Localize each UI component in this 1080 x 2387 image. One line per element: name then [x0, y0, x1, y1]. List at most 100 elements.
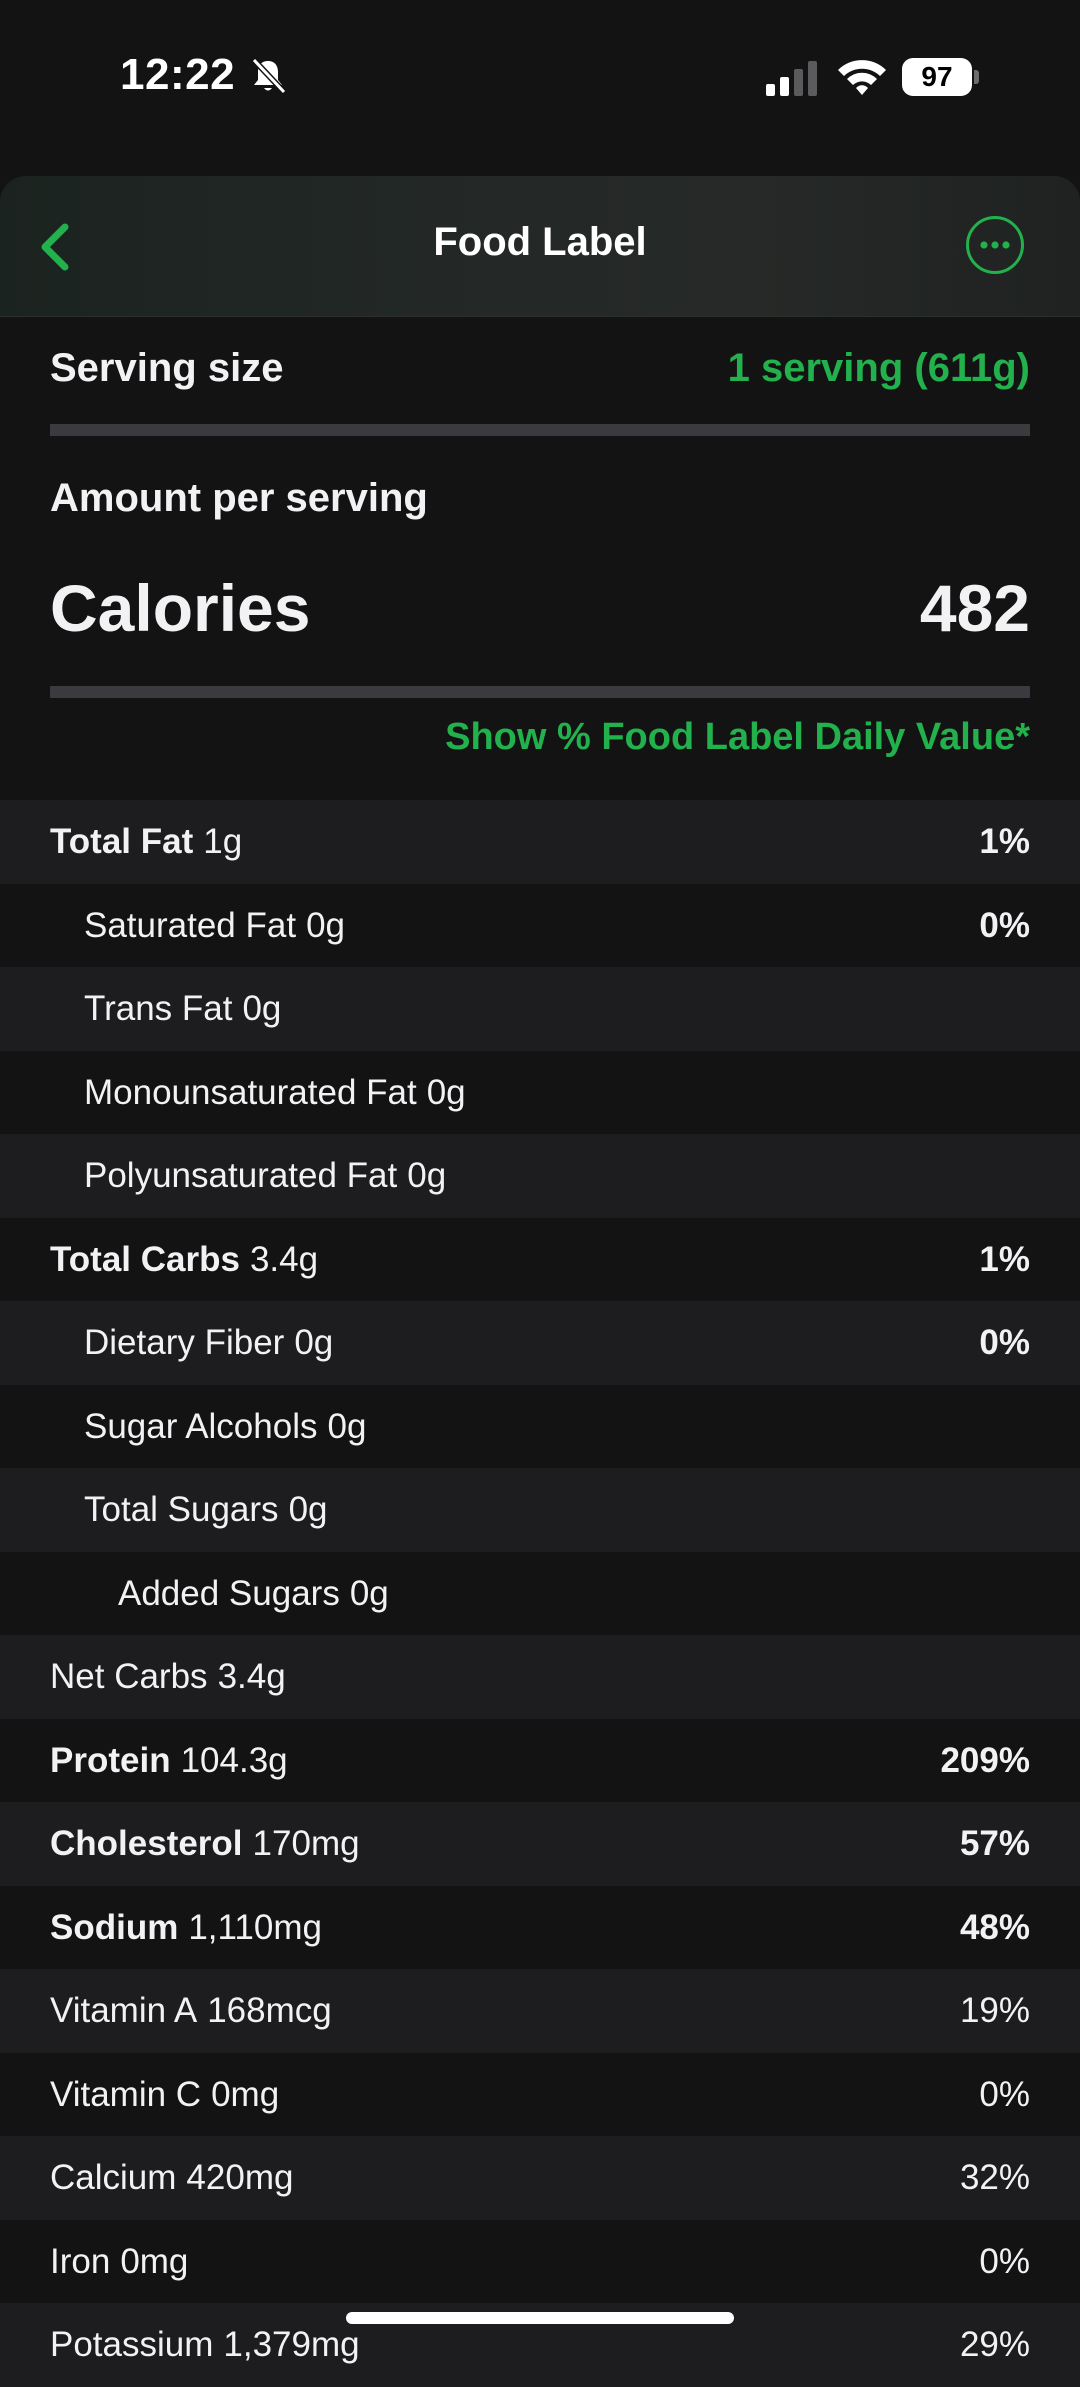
nutrient-row: Cholesterol 170mg 57% [0, 1802, 1080, 1886]
divider [50, 424, 1030, 436]
nutrient-amount: 1,110mg [188, 1907, 322, 1947]
nutrient-label: Total Carbs 3.4g [50, 1218, 318, 1302]
nutrient-daily-value: 0% [979, 1323, 1030, 1362]
nutrient-label: Protein 104.3g [50, 1719, 288, 1803]
nutrient-name: Cholesterol [50, 1824, 243, 1863]
status-time: 12:22 [120, 50, 236, 99]
nutrient-name: Net Carbs [50, 1657, 208, 1696]
nutrient-name: Vitamin A [50, 1991, 198, 2030]
nutrient-label: Potassium 1,379mg [50, 2303, 360, 2387]
nutrient-row: Net Carbs 3.4g [0, 1635, 1080, 1719]
nutrient-row: Total Carbs 3.4g 1% [0, 1217, 1080, 1302]
nutrient-amount: 1,379mg [223, 2325, 360, 2364]
nutrient-name: Dietary Fiber [84, 1323, 285, 1362]
nutrient-amount: 170mg [252, 1824, 360, 1863]
ellipsis-icon [980, 241, 1010, 249]
nutrient-name: Trans Fat [84, 989, 233, 1028]
calories-value: 482 [919, 571, 1030, 645]
nutrient-daily-value: 209% [940, 1740, 1030, 1780]
nutrient-row: Iron 0mg 0% [0, 2219, 1080, 2304]
nutrient-label: Net Carbs 3.4g [50, 1635, 286, 1719]
nutrient-label: Added Sugars 0g [118, 1552, 389, 1636]
back-button[interactable] [20, 212, 90, 282]
serving-size-selector[interactable]: 1 serving (611g) [727, 346, 1030, 390]
nutrient-row: Added Sugars 0g [0, 1551, 1080, 1636]
calories-label: Calories [50, 571, 311, 645]
battery-tip [974, 70, 979, 84]
nutrient-name: Total Sugars [84, 1490, 279, 1529]
nutrient-amount: 0mg [120, 2241, 189, 2281]
nutrient-row: Polyunsaturated Fat 0g [0, 1134, 1080, 1218]
nutrient-list: Total Fat 1g 1% Saturated Fat 0g 0% Trans … [0, 800, 1080, 2387]
nutrient-daily-value: 29% [959, 2325, 1030, 2364]
nutrient-daily-value: 1% [979, 822, 1030, 861]
nutrient-name: Sodium [50, 1907, 179, 1947]
nutrient-name: Added Sugars [118, 1573, 340, 1613]
nutrient-name: Calcium [50, 2158, 177, 2197]
wifi-icon [838, 60, 886, 95]
nutrient-label: Cholesterol 170mg [50, 1802, 360, 1886]
nutrient-row: Total Fat 1g 1% [0, 800, 1080, 884]
nutrient-name: Total Fat [50, 822, 194, 861]
nutrient-label: Polyunsaturated Fat 0g [84, 1134, 446, 1218]
nutrient-daily-value: 32% [959, 2158, 1030, 2197]
divider [50, 686, 1030, 698]
nutrient-label: Total Fat 1g [50, 800, 242, 884]
nutrient-row: Total Sugars 0g [0, 1468, 1080, 1552]
nutrient-amount: 104.3g [180, 1740, 288, 1780]
serving-size-row: Serving size 1 serving (611g) [50, 346, 1030, 396]
chevron-left-icon [41, 223, 69, 271]
nutrient-amount: 0mg [211, 2074, 280, 2114]
show-daily-value-link[interactable]: Show % Food Label Daily Value* [445, 716, 1030, 758]
nutrient-daily-value: 0% [979, 2241, 1030, 2281]
nutrient-label: Saturated Fat 0g [84, 884, 345, 968]
nutrient-name: Polyunsaturated Fat [84, 1156, 398, 1195]
nutrient-label: Iron 0mg [50, 2220, 188, 2304]
battery-icon [902, 58, 972, 96]
nutrient-name: Potassium [50, 2325, 214, 2364]
status-bar: 12:22 97 [0, 0, 1080, 160]
nutrient-amount: 1g [203, 822, 243, 861]
nutrient-name: Iron [50, 2241, 111, 2281]
nutrient-row: Vitamin A 168mcg 19% [0, 1969, 1080, 2053]
nutrient-amount: 0g [426, 1072, 466, 1112]
nutrient-daily-value: 48% [959, 1907, 1030, 1947]
nutrient-name: Total Carbs [50, 1239, 240, 1279]
nutrient-label: Sodium 1,110mg [50, 1886, 322, 1970]
nutrient-amount: 168mcg [207, 1991, 332, 2030]
serving-size-label: Serving size [50, 346, 284, 390]
nutrient-label: Calcium 420mg [50, 2136, 293, 2220]
nutrient-label: Total Sugars 0g [84, 1468, 328, 1552]
nutrient-row: Trans Fat 0g [0, 967, 1080, 1051]
cellular-signal-icon [766, 61, 817, 96]
nutrient-row: Saturated Fat 0g 0% [0, 883, 1080, 968]
nutrient-amount: 0g [288, 1490, 328, 1529]
home-indicator[interactable] [346, 2312, 734, 2324]
nutrient-label: Monounsaturated Fat 0g [84, 1051, 466, 1135]
nutrient-row: Monounsaturated Fat 0g [0, 1050, 1080, 1135]
nutrient-amount: 0g [327, 1406, 367, 1446]
nutrient-name: Protein [50, 1740, 171, 1780]
nutrient-label: Dietary Fiber 0g [84, 1301, 333, 1385]
nutrient-daily-value: 0% [979, 2074, 1030, 2114]
nutrient-row: Protein 104.3g 209% [0, 1718, 1080, 1803]
nutrient-amount: 0g [294, 1323, 334, 1362]
nutrient-daily-value: 0% [979, 905, 1030, 945]
nutrient-label: Sugar Alcohols 0g [84, 1385, 366, 1469]
nutrient-row: Dietary Fiber 0g 0% [0, 1301, 1080, 1385]
bell-slash-icon [251, 57, 287, 95]
nutrient-label: Trans Fat 0g [84, 967, 281, 1051]
amount-per-serving-label: Amount per serving [50, 476, 428, 520]
nutrient-name: Monounsaturated Fat [84, 1072, 417, 1112]
nutrient-daily-value: 19% [959, 1991, 1030, 2030]
nutrient-row: Calcium 420mg 32% [0, 2136, 1080, 2220]
nutrient-amount: 0g [306, 905, 346, 945]
nutrient-row: Sodium 1,110mg 48% [0, 1885, 1080, 1970]
nutrient-label: Vitamin C 0mg [50, 2053, 279, 2137]
nutrient-label: Vitamin A 168mcg [50, 1969, 332, 2053]
page-title: Food Label [433, 220, 647, 264]
more-options-button[interactable] [966, 216, 1024, 274]
nutrient-daily-value: 57% [959, 1824, 1030, 1863]
nutrient-amount: 0g [407, 1156, 447, 1195]
nutrient-amount: 0g [242, 989, 282, 1028]
